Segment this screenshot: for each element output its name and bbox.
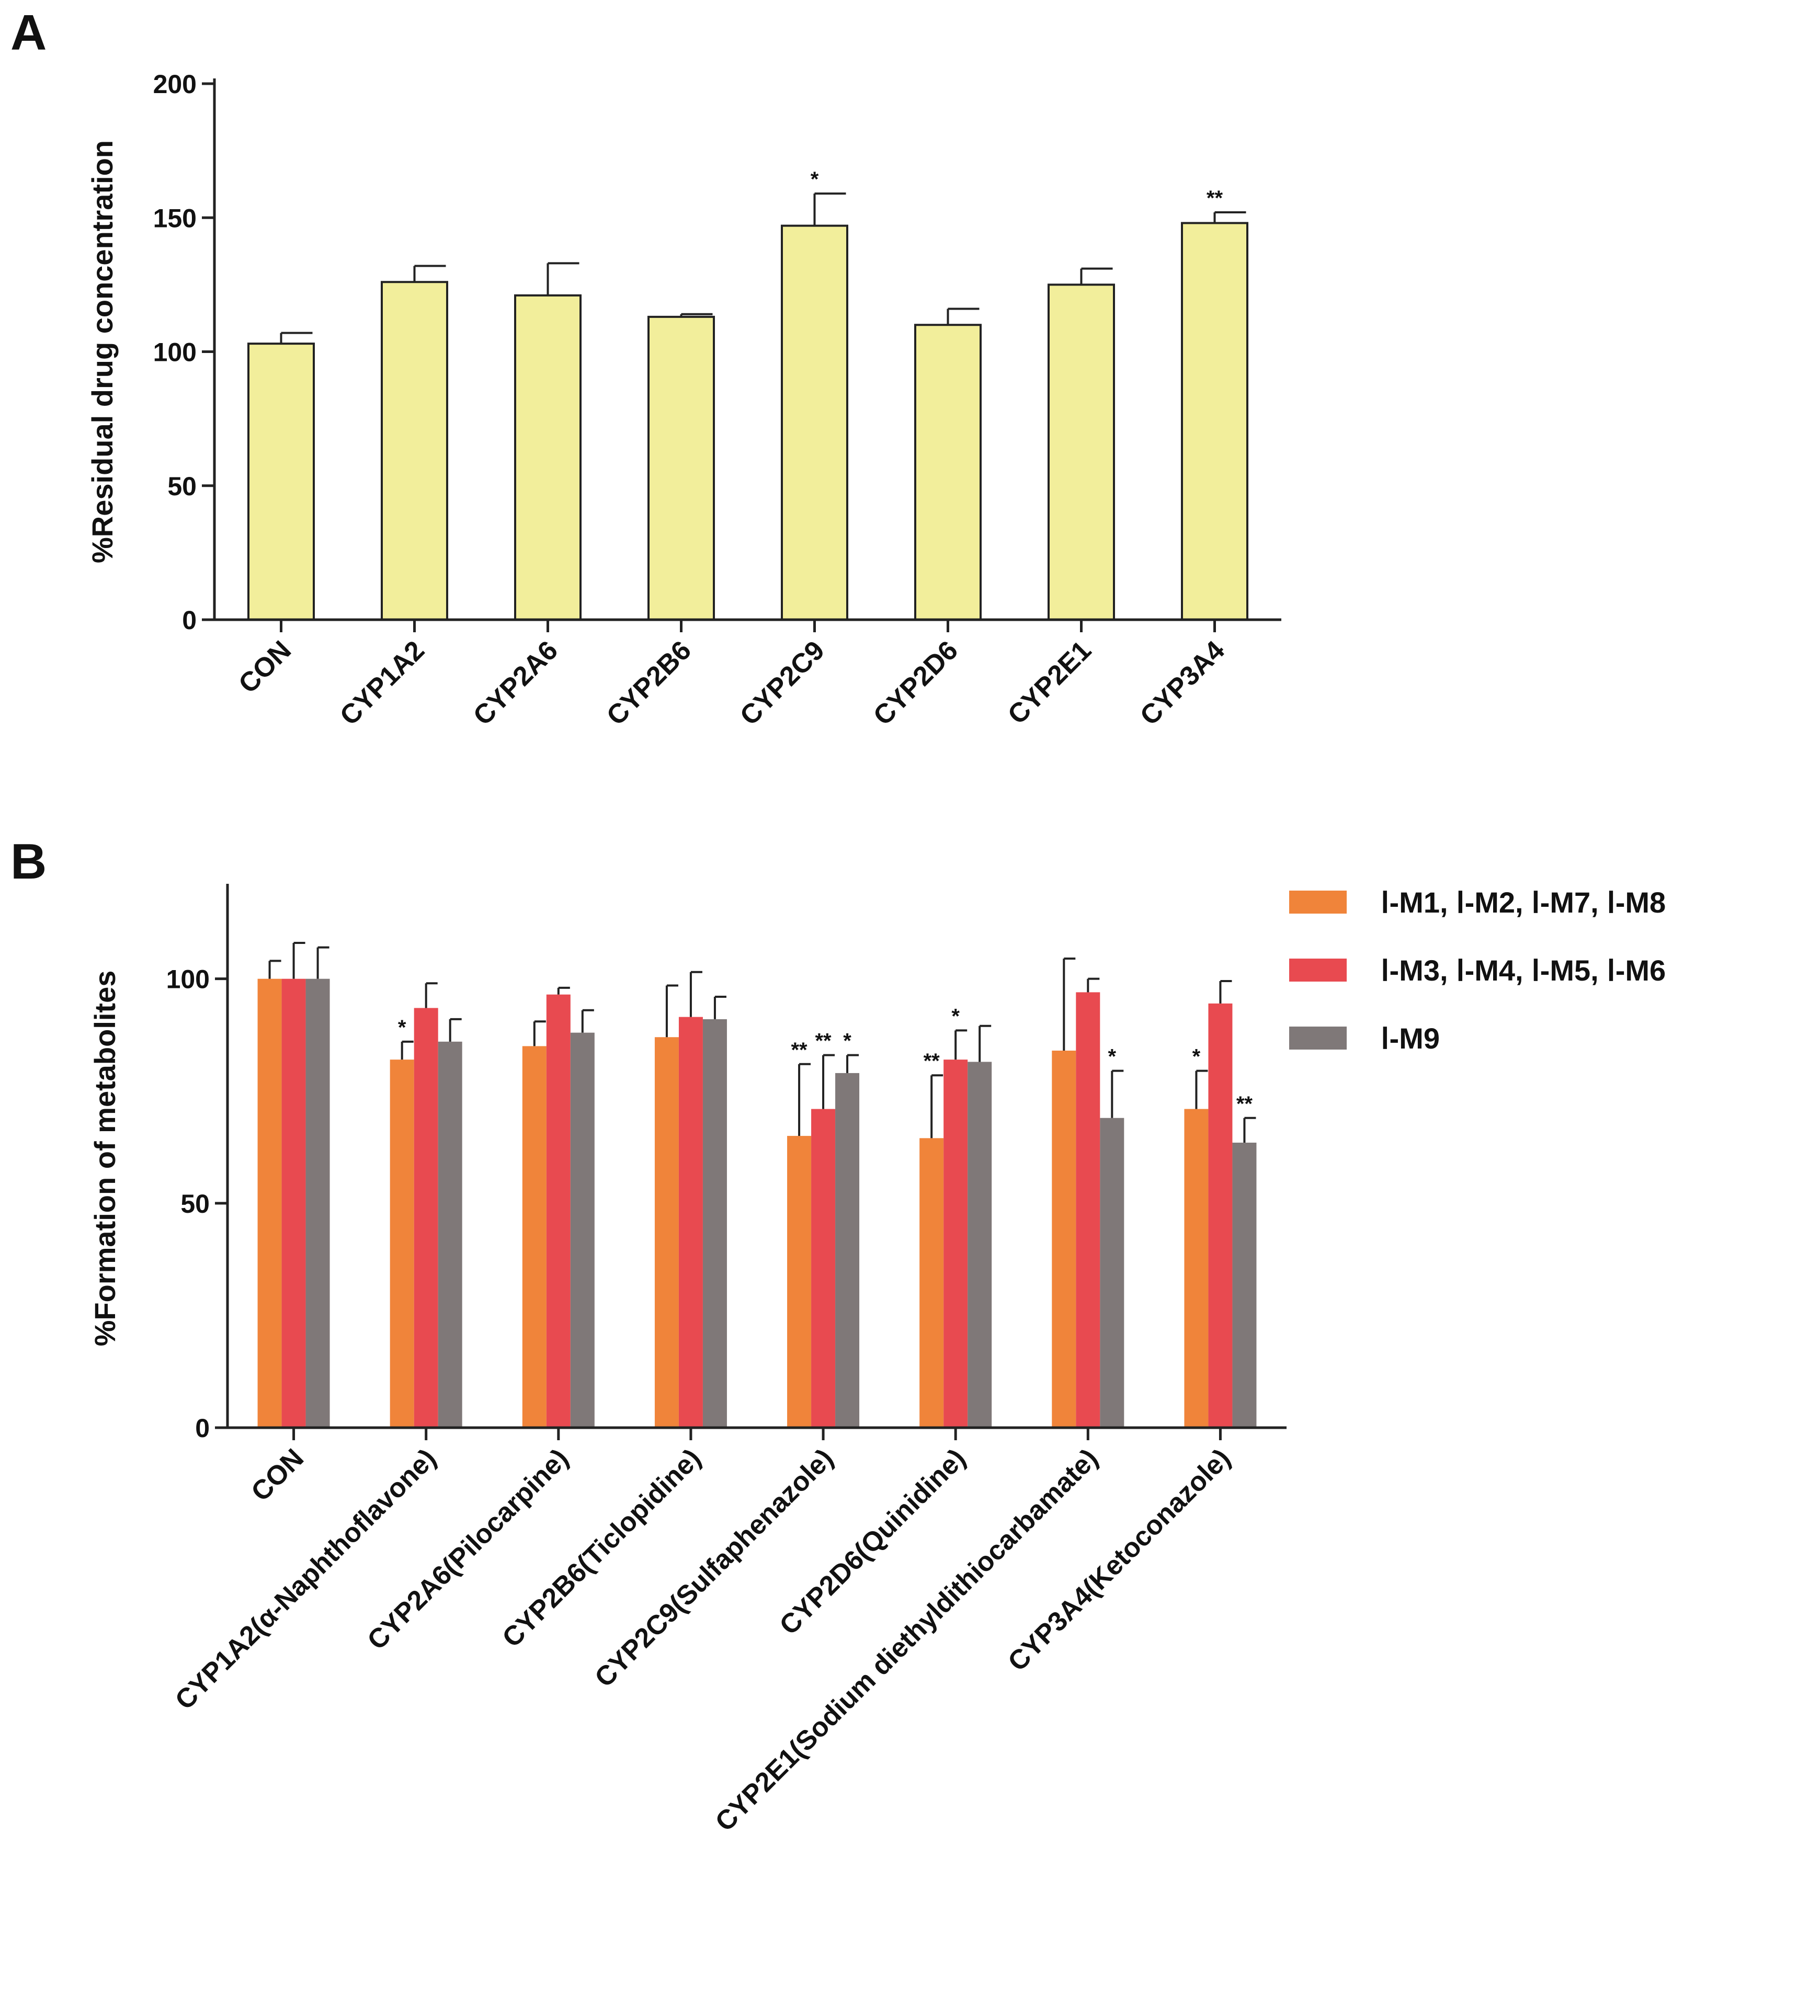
significance-marker: * bbox=[1192, 1045, 1201, 1068]
panel-b-chart: *** ** ********050100CONCYP1A2(α-Naphthofl… bbox=[88, 884, 1666, 1838]
bar-cyp2b6 bbox=[647, 315, 715, 621]
bar-cyp1a2-naphthoflavone--s3 bbox=[438, 1041, 462, 1428]
significance-marker: ** bbox=[924, 1050, 940, 1073]
bar-cyp2c9 bbox=[781, 224, 848, 621]
bar-cyp2d6 bbox=[914, 324, 982, 621]
bar-cyp3a4 bbox=[1181, 222, 1248, 621]
x-tick-label: CYP1A2(α-Naphthoflavone) bbox=[169, 1443, 442, 1715]
x-tick-label: CON bbox=[245, 1443, 310, 1507]
y-tick-label: 50 bbox=[167, 472, 197, 501]
significance-marker: * bbox=[398, 1016, 406, 1039]
significance-marker: * bbox=[843, 1030, 851, 1053]
x-tick-label: CYP1A2 bbox=[334, 635, 430, 731]
bar-cyp2e1 bbox=[1048, 283, 1115, 621]
significance-marker: * bbox=[951, 1005, 960, 1028]
legend-label: Ⅰ-M3, Ⅰ-M4, Ⅰ-M5, Ⅰ-M6 bbox=[1381, 954, 1666, 987]
bar-cyp1a2-naphthoflavone--s2 bbox=[414, 1008, 438, 1428]
bar-cyp2d6-quinidine--s3 bbox=[968, 1062, 992, 1428]
legend-swatch bbox=[1289, 1027, 1347, 1050]
y-axis-title: %Residual drug concentration bbox=[86, 140, 119, 563]
bar-cyp2b6-ticlopidine--s3 bbox=[702, 1019, 727, 1428]
y-tick-label: 100 bbox=[153, 338, 197, 367]
bar-con-s1 bbox=[257, 978, 282, 1428]
bar-cyp2c9-sulfaphenazole--s3 bbox=[835, 1073, 860, 1428]
bar-cyp2c9-sulfaphenazole--s2 bbox=[811, 1109, 836, 1428]
bar-cyp2c9-sulfaphenazole--s1 bbox=[787, 1136, 812, 1428]
legend-swatch bbox=[1289, 959, 1347, 982]
y-tick-label: 0 bbox=[182, 606, 197, 635]
x-tick-label: CYP2B6 bbox=[601, 635, 697, 731]
bar-cyp2e1-sodium-diethyldithiocarbamate--s2 bbox=[1076, 992, 1100, 1428]
bar-cyp2a6-pilocarpine--s2 bbox=[546, 994, 571, 1428]
y-tick-label: 200 bbox=[153, 70, 197, 99]
y-tick-label: 150 bbox=[153, 203, 197, 233]
legend-label: Ⅰ-M9 bbox=[1381, 1022, 1440, 1055]
bar-cyp2d6-quinidine--s2 bbox=[943, 1060, 968, 1428]
bar-cyp2a6-pilocarpine--s1 bbox=[522, 1046, 547, 1428]
x-tick-label: CYP2E1 bbox=[1002, 635, 1097, 730]
x-tick-label: CYP2C9 bbox=[734, 635, 831, 731]
bar-cyp2e1-sodium-diethyldithiocarbamate--s3 bbox=[1100, 1118, 1124, 1428]
bar-cyp3a4-ketoconazole--s3 bbox=[1232, 1142, 1257, 1428]
significance-marker: * bbox=[1108, 1045, 1117, 1068]
bar-cyp3a4-ketoconazole--s1 bbox=[1184, 1109, 1209, 1428]
panel-b-label: B bbox=[10, 834, 47, 890]
x-tick-label: CYP2A6 bbox=[468, 635, 564, 731]
bar-con-s2 bbox=[281, 978, 306, 1428]
y-axis-title: %Formation of metabolites bbox=[88, 971, 121, 1347]
significance-marker: ** bbox=[1207, 187, 1223, 210]
bar-cyp2e1-sodium-diethyldithiocarbamate--s1 bbox=[1052, 1051, 1076, 1428]
bar-cyp2b6-ticlopidine--s1 bbox=[654, 1037, 679, 1428]
significance-marker: ** bbox=[791, 1039, 807, 1062]
x-tick-label: CYP2C9(Sulfaphenazole) bbox=[589, 1443, 839, 1693]
bar-con-s3 bbox=[305, 978, 330, 1428]
bar-con bbox=[247, 343, 315, 621]
bar-cyp2a6-pilocarpine--s3 bbox=[570, 1032, 595, 1428]
x-tick-label: CON bbox=[233, 635, 297, 699]
significance-marker: ** bbox=[815, 1030, 832, 1053]
x-tick-label: CYP3A4(Ketoconazole) bbox=[1002, 1443, 1236, 1677]
y-tick-label: 0 bbox=[195, 1414, 210, 1443]
bar-cyp2a6 bbox=[514, 294, 582, 621]
x-tick-label: CYP3A4 bbox=[1134, 635, 1231, 731]
significance-marker: ** bbox=[1236, 1092, 1253, 1115]
bar-cyp2d6-quinidine--s1 bbox=[919, 1138, 944, 1428]
bar-cyp1a2 bbox=[381, 281, 448, 621]
x-tick-label: CYP2D6 bbox=[868, 635, 964, 731]
bar-cyp1a2-naphthoflavone--s1 bbox=[390, 1060, 414, 1428]
legend-label: Ⅰ-M1, Ⅰ-M2, Ⅰ-M7, Ⅰ-M8 bbox=[1381, 886, 1666, 919]
bar-cyp3a4-ketoconazole--s2 bbox=[1208, 1003, 1233, 1428]
legend-swatch bbox=[1289, 891, 1347, 914]
y-tick-label: 100 bbox=[166, 965, 210, 994]
y-tick-label: 50 bbox=[180, 1189, 210, 1218]
significance-marker: * bbox=[811, 168, 819, 191]
panel-a-label: A bbox=[10, 5, 47, 61]
bar-cyp2b6-ticlopidine--s2 bbox=[678, 1017, 703, 1428]
